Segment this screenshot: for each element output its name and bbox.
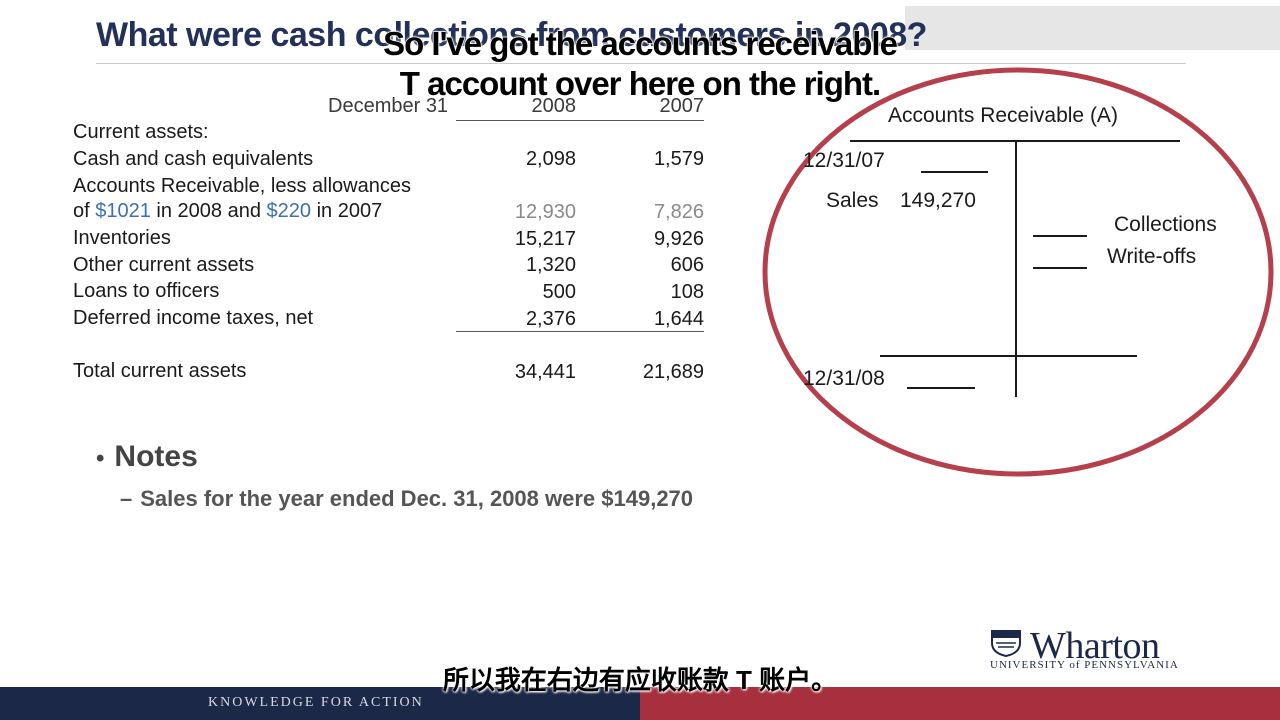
section-label: Current assets: — [73, 121, 209, 143]
value-2008: 2,098 — [525, 148, 576, 170]
row-label: Other current assets — [73, 254, 255, 276]
total-2007: 21,689 — [642, 361, 704, 383]
subtitle-english-line1: So I've got the accounts receivable — [382, 24, 898, 62]
label-text: in 2008 and — [150, 200, 267, 222]
label-text: of — [73, 200, 96, 222]
writeoffs-label: Write-offs — [1107, 245, 1197, 268]
title-highlight-box — [905, 6, 1280, 50]
value-2008: 2,376 — [525, 308, 576, 330]
label-text: in 2007 — [311, 200, 383, 222]
header-year-2007: 2007 — [659, 95, 705, 117]
slide-title: What were cash collections from customer… — [96, 16, 927, 54]
value-2007: 1,644 — [653, 308, 704, 330]
penn-shield-icon — [991, 630, 1021, 657]
row-label-line2: of $1021 in 2008 and $220 in 2007 — [73, 200, 382, 223]
closing-date: 12/31/08 — [803, 367, 885, 390]
bullet-icon: • — [96, 445, 105, 472]
header-year-2008: 2008 — [531, 95, 577, 117]
sales-value: 149,270 — [900, 189, 976, 212]
value-2008: 500 — [542, 281, 576, 303]
total-label: Total current assets — [73, 360, 247, 382]
header-underline — [456, 120, 704, 121]
note-item: – Sales for the year ended Dec. 31, 2008 … — [120, 486, 693, 512]
subtotal-rule — [456, 331, 704, 332]
allowance-2007: $220 — [266, 200, 312, 222]
allowance-2008: $1021 — [95, 200, 151, 222]
value-2007: 606 — [670, 254, 704, 276]
footer-red-band — [640, 687, 1280, 720]
header-date-label: December 31 — [328, 95, 449, 117]
value-2008: 12,930 — [514, 201, 576, 223]
notes-heading: • Notes — [96, 440, 198, 474]
collections-label: Collections — [1114, 213, 1217, 236]
highlight-circle — [762, 67, 1274, 477]
row-label-line1: Accounts Receivable, less allowances — [73, 175, 411, 197]
footer-navy-band — [0, 687, 640, 720]
t-account-title: Accounts Receivable (A) — [888, 104, 1118, 127]
row-label: Loans to officers — [73, 280, 220, 302]
wharton-university: UNIVERSITY of PENNSYLVANIA — [990, 659, 1179, 671]
title-divider — [96, 63, 1186, 64]
note-text: Sales for the year ended Dec. 31, 2008 w… — [140, 486, 694, 511]
value-2007: 7,826 — [653, 201, 704, 223]
value-2007: 1,579 — [653, 148, 704, 170]
value-2008: 1,320 — [525, 254, 576, 276]
subtitle-chinese: 所以我在右边有应收账款 T 账户。 — [442, 665, 838, 695]
value-2008: 15,217 — [514, 228, 576, 250]
dash-icon: – — [120, 486, 133, 511]
total-2008: 34,441 — [514, 361, 576, 383]
row-label: Deferred income taxes, net — [73, 307, 314, 329]
sales-label: Sales — [826, 189, 879, 212]
wharton-logo: Wharton — [1030, 625, 1160, 667]
footer-tagline: KNOWLEDGE FOR ACTION — [208, 695, 424, 710]
notes-title: Notes — [114, 440, 198, 473]
row-label: Inventories — [73, 227, 171, 249]
value-2007: 108 — [670, 281, 704, 303]
value-2007: 9,926 — [653, 228, 704, 250]
opening-date: 12/31/07 — [803, 149, 885, 172]
row-label: Cash and cash equivalents — [73, 148, 314, 170]
subtitle-english-line2: T account over here on the right. — [399, 64, 882, 102]
